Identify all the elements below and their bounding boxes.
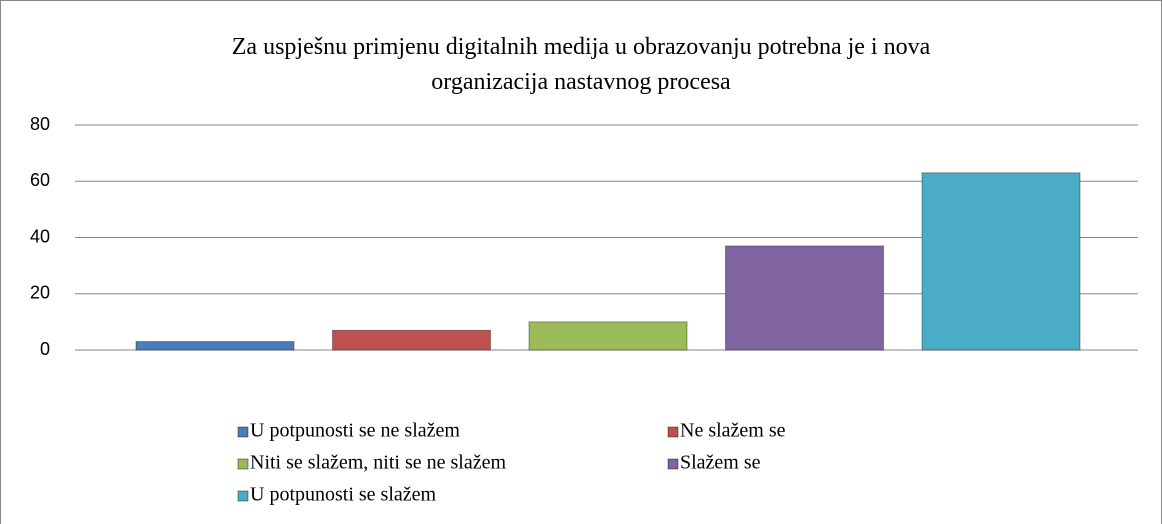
legend-label: Ne slažem se	[680, 420, 786, 442]
bar	[921, 172, 1081, 351]
legend-swatch	[667, 458, 679, 470]
legend-label: U potpunosti se slažem	[250, 484, 437, 506]
y-tick-label: 60	[30, 170, 50, 190]
bar	[725, 245, 884, 351]
bar	[528, 321, 688, 351]
y-tick-label: 40	[30, 226, 50, 246]
y-tick-label: 0	[40, 339, 50, 359]
legend-swatch	[667, 426, 679, 438]
legend-swatch	[237, 458, 249, 470]
legend-label: Slažem se	[680, 452, 761, 474]
bar	[332, 329, 491, 351]
legend-swatch	[237, 426, 249, 438]
bar	[135, 341, 295, 351]
chart-title: Za uspješnu primjenu digitalnih medija u…	[231, 34, 931, 95]
legend-label: U potpunosti se ne slažem	[250, 420, 460, 442]
legend-label: Niti se slažem, niti se ne slažem	[250, 452, 506, 474]
y-tick-label: 80	[30, 114, 50, 134]
y-tick-label: 20	[30, 283, 50, 303]
legend-swatch	[237, 490, 249, 502]
